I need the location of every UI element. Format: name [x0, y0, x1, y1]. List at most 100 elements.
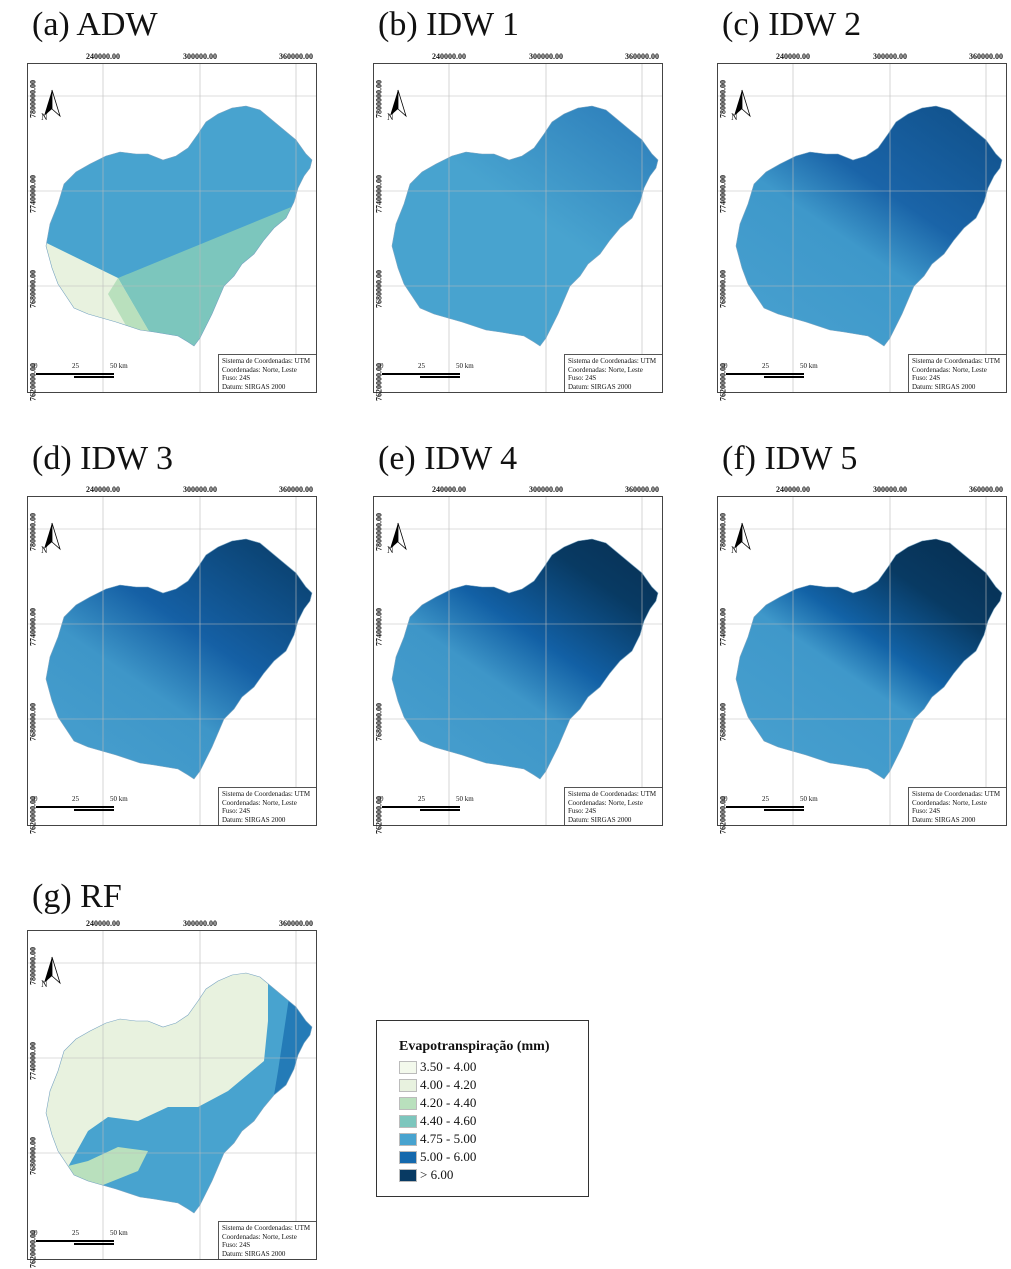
- scale-bar: 0 25 50 km: [724, 362, 818, 384]
- coordinate-info-box: Sistema de Coordenadas: UTM Coordenadas: …: [218, 354, 316, 392]
- info-line: Fuso: 24S: [222, 374, 251, 383]
- info-line: Coordenadas: Norte, Leste: [222, 798, 297, 807]
- info-line: Fuso: 24S: [222, 807, 251, 816]
- scale-label: 50 km: [110, 362, 128, 370]
- coordinate-info-box: Sistema de Coordenadas: UTM Coordenadas: …: [218, 787, 316, 825]
- basin-map: [718, 497, 1006, 825]
- panel-title-g: (g) RF: [32, 878, 122, 915]
- x-tick-label: 360000.00: [625, 485, 659, 494]
- coordinate-info-box: Sistema de Coordenadas: UTM Coordenadas: …: [564, 787, 662, 825]
- info-line: Coordenadas: Norte, Leste: [568, 365, 643, 374]
- legend-label: 4.00 - 4.20: [420, 1077, 477, 1092]
- x-tick-label: 360000.00: [279, 52, 313, 61]
- basin-outline: [391, 105, 659, 347]
- north-label: N: [731, 112, 738, 122]
- info-line: Fuso: 24S: [912, 374, 941, 383]
- x-tick-label: 240000.00: [86, 919, 120, 928]
- info-line: Fuso: 24S: [568, 374, 597, 383]
- scale-label: 0: [724, 795, 728, 803]
- info-line: Datum: SIRGAS 2000: [912, 815, 976, 824]
- scale-label: 0: [380, 362, 384, 370]
- panel-title-c: (c) IDW 2: [722, 6, 862, 43]
- info-line: Datum: SIRGAS 2000: [912, 382, 976, 391]
- info-line: Datum: SIRGAS 2000: [222, 1249, 286, 1258]
- legend-item: 4.75 - 5.00: [399, 1130, 588, 1148]
- x-tick-label: 300000.00: [529, 52, 563, 61]
- north-arrow-icon: N: [384, 88, 410, 124]
- legend-label: > 6.00: [420, 1167, 454, 1182]
- coordinate-info-box: Sistema de Coordenadas: UTM Coordenadas: …: [564, 354, 662, 392]
- x-tick-label: 360000.00: [969, 52, 1003, 61]
- x-tick-label: 360000.00: [279, 919, 313, 928]
- scale-label: 0: [380, 795, 384, 803]
- map-panel-e: 240000.00 300000.00 360000.00 7800000.00 774…: [373, 485, 663, 834]
- info-line: Coordenadas: Norte, Leste: [912, 365, 987, 374]
- info-line: Coordenadas: Norte, Leste: [222, 365, 297, 374]
- north-label: N: [41, 979, 48, 989]
- info-line: Fuso: 24S: [912, 807, 941, 816]
- panel-title-a: (a) ADW: [32, 6, 158, 43]
- legend-swatch: [399, 1114, 417, 1128]
- legend-item: > 6.00: [399, 1166, 588, 1184]
- panel-title-b: (b) IDW 1: [378, 6, 519, 43]
- panel-title-f: (f) IDW 5: [722, 440, 858, 477]
- basin-map: [374, 64, 662, 392]
- info-line: Sistema de Coordenadas: UTM: [912, 357, 1001, 365]
- basin-map: [28, 64, 316, 392]
- scale-label: 50 km: [800, 362, 818, 370]
- coordinate-info-box: Sistema de Coordenadas: UTM Coordenadas: …: [908, 787, 1006, 825]
- info-line: Sistema de Coordenadas: UTM: [222, 357, 311, 365]
- legend-item: 4.20 - 4.40: [399, 1094, 588, 1112]
- legend-swatch: [399, 1078, 417, 1092]
- x-tick-label: 300000.00: [873, 485, 907, 494]
- scale-label: 0: [34, 362, 38, 370]
- north-arrow-icon: N: [38, 955, 64, 991]
- info-line: Coordenadas: Norte, Leste: [222, 1232, 297, 1241]
- map-panel-c: 240000.00 300000.00 360000.00 7800000.00 774…: [717, 52, 1007, 401]
- legend-label: 5.00 - 6.00: [420, 1149, 477, 1164]
- north-arrow-icon: N: [38, 521, 64, 557]
- info-line: Fuso: 24S: [222, 1241, 251, 1250]
- x-tick-label: 240000.00: [86, 52, 120, 61]
- legend-label: 4.75 - 5.00: [420, 1131, 477, 1146]
- north-label: N: [387, 545, 394, 555]
- scale-bar: 0 25 50 km: [380, 362, 474, 384]
- north-label: N: [731, 545, 738, 555]
- info-line: Sistema de Coordenadas: UTM: [222, 1224, 311, 1232]
- legend-label: 4.40 - 4.60: [420, 1113, 477, 1128]
- north-label: N: [41, 112, 48, 122]
- map-panel-g: 240000.00 300000.00 360000.00 7800000.00 774…: [27, 919, 317, 1268]
- scale-bar: 0 25 50 km: [34, 362, 128, 384]
- legend-item: 4.00 - 4.20: [399, 1076, 588, 1094]
- scale-bar: 0 25 50 km: [724, 795, 818, 817]
- x-tick-label: 240000.00: [432, 52, 466, 61]
- scale-label: 0: [34, 795, 38, 803]
- map-panel-b: 240000.00 300000.00 360000.00 7800000.00 774…: [373, 52, 663, 401]
- x-tick-label: 240000.00: [432, 485, 466, 494]
- info-line: Datum: SIRGAS 2000: [222, 382, 286, 391]
- scale-label: 50 km: [800, 795, 818, 803]
- info-line: Datum: SIRGAS 2000: [568, 382, 632, 391]
- north-arrow-icon: N: [38, 88, 64, 124]
- x-tick-label: 300000.00: [183, 52, 217, 61]
- basin-outline: [735, 105, 1003, 347]
- info-line: Sistema de Coordenadas: UTM: [568, 790, 657, 798]
- map-panel-f: 240000.00 300000.00 360000.00 7800000.00 774…: [717, 485, 1007, 834]
- info-line: Sistema de Coordenadas: UTM: [912, 790, 1001, 798]
- info-line: Datum: SIRGAS 2000: [568, 815, 632, 824]
- scale-label: 50 km: [456, 362, 474, 370]
- legend: Evapotranspiração (mm) 3.50 - 4.00 4.00 -…: [376, 1020, 589, 1197]
- info-line: Fuso: 24S: [568, 807, 597, 816]
- scale-label: 25: [762, 362, 769, 370]
- basin-outline: [735, 538, 1003, 780]
- x-tick-label: 240000.00: [776, 52, 810, 61]
- x-tick-label: 300000.00: [183, 919, 217, 928]
- scale-bar: 0 25 50 km: [34, 795, 128, 817]
- basin-outline: [391, 538, 659, 780]
- scale-label: 25: [72, 795, 79, 803]
- basin-map: [374, 497, 662, 825]
- panel-title-e: (e) IDW 4: [378, 440, 518, 477]
- scale-label: 50 km: [110, 795, 128, 803]
- scale-label: 25: [72, 1229, 79, 1237]
- scale-label: 50 km: [110, 1229, 128, 1237]
